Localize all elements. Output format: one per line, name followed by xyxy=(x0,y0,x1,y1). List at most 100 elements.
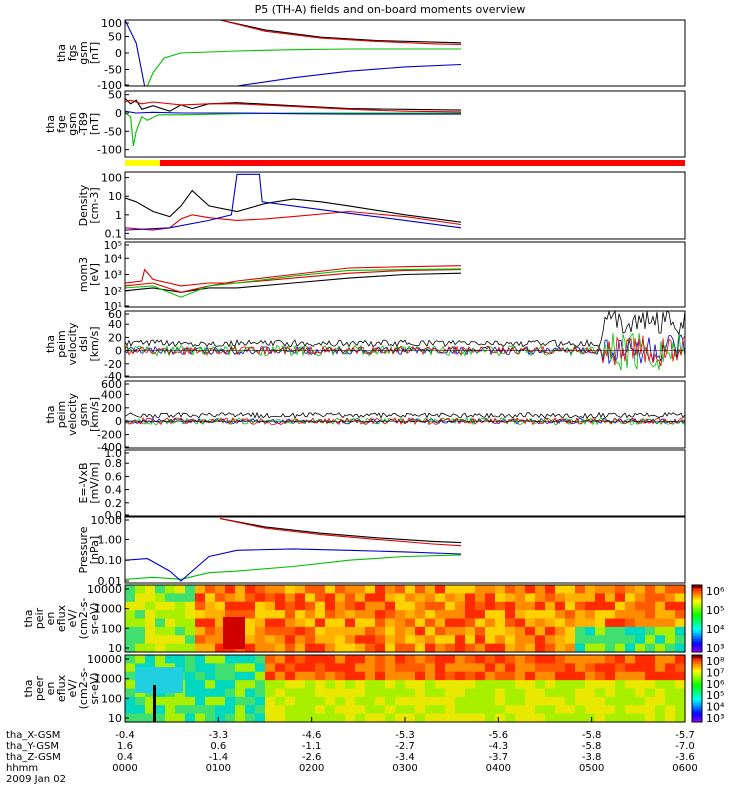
spectrogram-cell xyxy=(155,705,166,715)
spectrogram-cell xyxy=(125,610,136,620)
spectrogram-cell xyxy=(145,643,156,653)
spectrogram-cell xyxy=(155,601,166,611)
spectrogram-cell xyxy=(365,705,376,715)
spectrogram-cell xyxy=(215,626,226,636)
spectrogram-cell xyxy=(125,696,136,706)
spectrogram-cell xyxy=(565,643,576,653)
spectrogram-cell xyxy=(405,601,416,611)
spectrogram-cell xyxy=(135,593,146,603)
spectrogram-cell xyxy=(325,618,336,628)
spectrogram-cell xyxy=(505,635,516,645)
spectrogram-cell xyxy=(275,713,286,723)
spectrogram-cell xyxy=(375,593,386,603)
spectrogram-cell xyxy=(575,585,586,594)
series-line-bz xyxy=(220,19,462,45)
spectrogram-cell xyxy=(625,618,636,628)
spectrogram-cell xyxy=(205,663,216,673)
y-tick-label: -100 xyxy=(97,144,122,157)
spectrogram-cell xyxy=(585,593,596,603)
colorbar-tick-label: 10³ xyxy=(706,712,724,725)
spectrogram-cell xyxy=(135,713,146,723)
spectrogram-cell xyxy=(205,618,216,628)
y-tick-label: 10³ xyxy=(104,269,122,282)
spectrogram-cell xyxy=(185,585,196,594)
y-axis-label-line: sr-eV) xyxy=(88,602,101,634)
y-tick-label: 10 xyxy=(108,642,122,655)
spectrogram-cell xyxy=(205,688,216,698)
spectrogram-cell xyxy=(655,663,666,673)
spectrogram-cell xyxy=(495,585,506,594)
spectrogram-cell xyxy=(285,655,296,664)
spectrogram-cell xyxy=(605,680,616,690)
spectrogram-cell xyxy=(215,696,226,706)
spectrogram-cell xyxy=(675,696,686,706)
spectrogram-cell xyxy=(445,618,456,628)
xaxis-value: -4.3 xyxy=(489,741,509,752)
spectrogram-cell xyxy=(405,626,416,636)
spectrogram-cell xyxy=(665,705,676,715)
spectrogram-cell xyxy=(455,713,466,723)
spectrogram-cell xyxy=(505,610,516,620)
spectrogram-cell xyxy=(325,601,336,611)
spectrogram-cell xyxy=(435,610,446,620)
spectrogram-cell xyxy=(655,643,666,653)
spectrogram-cell xyxy=(405,680,416,690)
series-line-Ni xyxy=(124,189,462,223)
spectrogram-cell xyxy=(385,663,396,673)
spectrogram-cell xyxy=(395,705,406,715)
spectrogram-cell xyxy=(555,626,566,636)
spectrogram-cell xyxy=(655,618,666,628)
y-tick-label: 0.8 xyxy=(105,457,123,470)
spectrogram-cell xyxy=(475,610,486,620)
spectrogram-cell xyxy=(245,610,256,620)
spectrogram-cell xyxy=(555,601,566,611)
spectrogram-cell xyxy=(385,601,396,611)
series-line-Npot xyxy=(124,173,462,231)
spectrogram-cell xyxy=(275,705,286,715)
spectrogram-cell xyxy=(225,671,236,681)
spectrogram-cell xyxy=(645,618,656,628)
spectrogram-cell xyxy=(675,705,686,715)
series-line-bx xyxy=(124,110,461,115)
spectrogram-cell xyxy=(545,618,556,628)
y-axis-label-line: tha xyxy=(55,44,68,62)
spectrogram-cell xyxy=(245,601,256,611)
spectrogram-cell xyxy=(565,626,576,636)
spectrogram-cell xyxy=(415,663,426,673)
spectrogram-cell xyxy=(595,593,606,603)
y-axis-label-line: tha xyxy=(22,679,35,697)
spectrogram-cell xyxy=(675,643,686,653)
spectrogram-cell xyxy=(655,671,666,681)
spectrogram-cell xyxy=(575,655,586,664)
colorbar-segment xyxy=(692,682,702,687)
spectrogram-cell xyxy=(445,635,456,645)
spectrogram-cell xyxy=(615,601,626,611)
spectrogram-cell xyxy=(625,655,636,664)
spectrogram-cell xyxy=(505,688,516,698)
spectrogram-cell xyxy=(265,688,276,698)
spectrogram-cell xyxy=(625,643,636,653)
spectrogram-cell xyxy=(645,705,656,715)
spectrogram-cell xyxy=(355,713,366,723)
spectrogram-cell xyxy=(195,655,206,664)
y-tick-label: 50 xyxy=(108,89,122,102)
spectrogram-cell xyxy=(395,663,406,673)
spectrogram-cell xyxy=(465,688,476,698)
spectrogram-cell xyxy=(385,688,396,698)
spectrogram-cell xyxy=(515,585,526,594)
y-axis-label-line: eV/ xyxy=(66,609,79,627)
spectrogram-cell xyxy=(255,593,266,603)
spectrogram-cell xyxy=(305,618,316,628)
spectrogram-cell xyxy=(595,671,606,681)
spectrogram-cell xyxy=(345,688,356,698)
spectrogram-cell xyxy=(215,593,226,603)
spectrogram-cell xyxy=(565,680,576,690)
spectrogram-cell xyxy=(245,643,256,653)
spectrogram-cell xyxy=(555,655,566,664)
y-tick-label: 0 xyxy=(115,345,122,358)
spectrogram-cell xyxy=(635,643,646,653)
spectrogram-cell xyxy=(665,663,676,673)
spectrogram-cell xyxy=(215,713,226,723)
